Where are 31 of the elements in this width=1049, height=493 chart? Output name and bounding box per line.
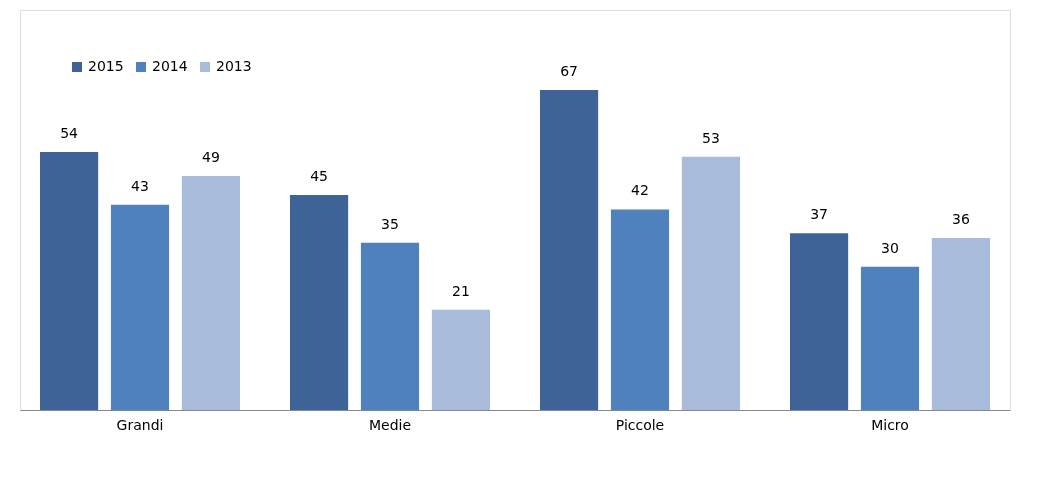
x-tick-label: Piccole [615,416,665,433]
bar [360,242,420,410]
data-label: 45 [310,168,328,185]
data-label: 30 [881,239,899,256]
bar [40,152,99,410]
data-label: 36 [952,211,970,228]
x-tick-label: Medie [368,416,412,433]
x-tick-label: Grandi [116,416,164,433]
data-label: 35 [381,215,399,232]
bar [610,209,670,410]
bar [790,233,849,410]
data-label: 53 [702,129,720,146]
legend-label: 2013 [216,58,252,74]
x-tick-label: Micro [871,416,909,433]
data-label: 49 [202,148,220,165]
bar [290,195,349,410]
bar [931,238,990,410]
legend-label: 2015 [88,58,124,74]
data-label: 54 [60,125,79,142]
bar [110,204,170,410]
data-label: 37 [810,206,828,223]
data-label: 43 [131,177,149,194]
bar [181,175,240,410]
data-label: 21 [452,282,470,299]
data-label: 67 [560,63,578,79]
data-label: 42 [631,182,649,199]
bar [860,266,920,410]
bar [681,156,740,410]
bar [540,90,599,410]
bar [431,309,490,410]
legend-label: 2014 [152,58,188,74]
